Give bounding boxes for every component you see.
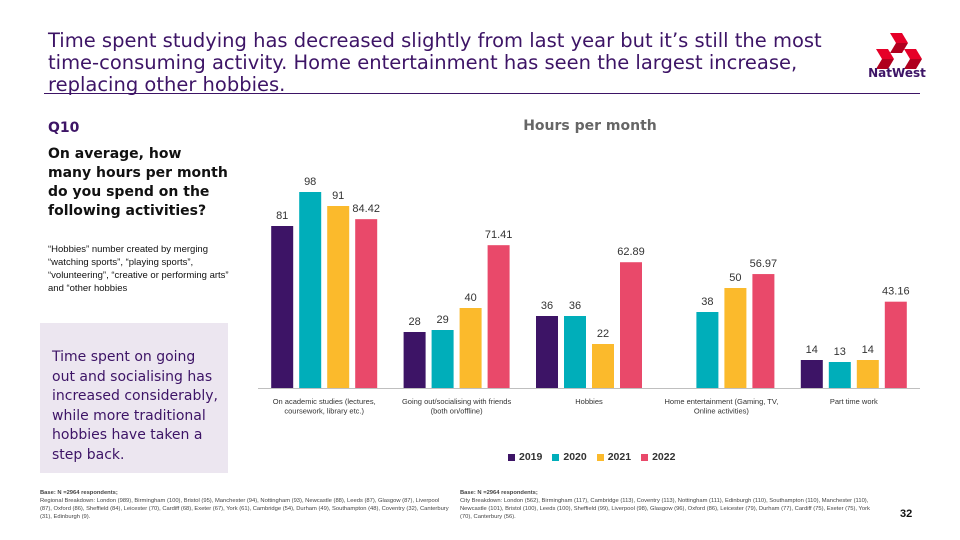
data-label-2022-0: 84.42: [352, 203, 380, 215]
category-label-0: On academic studies (lectures,: [273, 397, 376, 406]
bar-2020-0: [299, 192, 322, 388]
data-label-2019-0: 81: [276, 210, 288, 222]
question-note: “Hobbies” number created by merging “wat…: [48, 244, 229, 294]
bar-2022-4: [884, 301, 907, 388]
bar-2021-0: [327, 206, 350, 388]
bar-2020-1: [431, 330, 454, 388]
category-label-2: Hobbies: [575, 397, 603, 406]
data-label-2022-3: 56.97: [750, 258, 778, 270]
bar-2019-4: [800, 360, 823, 388]
data-label-2019-4: 14: [806, 344, 818, 356]
bar-2022-1: [487, 245, 510, 388]
data-label-2022-4: 43.16: [882, 286, 910, 298]
bar-2020-2: [564, 316, 586, 388]
bar-2019-2: [536, 316, 558, 388]
bar-2022-3: [752, 274, 775, 388]
chart-legend: 2019 2020 2021 2022: [508, 451, 675, 463]
bar-2021-3: [724, 288, 747, 388]
data-label-2019-2: 36: [541, 300, 553, 312]
insight-callout-text: Time spent on going out and socialising …: [52, 349, 219, 463]
category-label-4: Part time work: [830, 397, 878, 406]
insight-callout: Time spent on going out and socialising …: [40, 323, 228, 473]
data-label-2021-0: 91: [332, 190, 344, 202]
data-label-2019-1: 28: [408, 316, 420, 328]
page-number: 32: [900, 508, 913, 520]
category-label-1: (both on/offline): [431, 407, 483, 416]
bar-2019-0: [271, 226, 294, 388]
chart-title: Hours per month: [523, 118, 657, 134]
legend-swatch: [552, 453, 560, 461]
category-label-3: Home entertainment (Gaming, TV,: [664, 397, 778, 406]
footnote-right-text: City Breakdown: London (562), Birmingham…: [460, 498, 870, 520]
question-text: On average, how many hours per month do …: [48, 146, 228, 219]
natwest-logo-icon: [876, 33, 922, 69]
legend-label: 2020: [563, 451, 587, 463]
legend-label: 2021: [607, 451, 632, 463]
data-label-2020-2: 36: [569, 300, 581, 312]
data-label-2021-1: 40: [464, 292, 476, 304]
footnote-left: Base: N =2964 respondents; Regional Brea…: [40, 489, 450, 521]
category-label-0: coursework, library etc.): [284, 407, 364, 416]
bar-2021-1: [459, 308, 482, 388]
legend-label: 2019: [519, 451, 543, 463]
bar-2020-4: [828, 362, 851, 388]
bar-2019-1: [403, 332, 426, 388]
question-label: Q10: [48, 120, 80, 136]
legend-item-2021: 2021: [596, 451, 632, 463]
bar-2021-2: [592, 344, 614, 388]
bar-2021-4: [856, 360, 879, 388]
data-label-2022-2: 62.89: [617, 246, 645, 258]
headline-divider: [44, 93, 920, 94]
footnote-left-title: Base: N =2964 respondents;: [40, 490, 118, 496]
data-label-2020-4: 13: [834, 346, 846, 358]
bar-2022-0: [355, 219, 378, 388]
data-label-2021-4: 14: [862, 344, 874, 356]
bar-2022-2: [620, 262, 642, 388]
headline: Time spent studying has decreased slight…: [48, 29, 822, 96]
data-label-2020-1: 29: [436, 314, 448, 326]
brand-name: NatWest: [868, 66, 926, 80]
footnote-right-title: Base: N =2964 respondents;: [460, 490, 538, 496]
legend-swatch: [641, 453, 649, 461]
data-label-2021-2: 22: [597, 328, 609, 340]
data-label-2021-3: 50: [729, 272, 741, 284]
legend-item-2019: 2019: [508, 451, 542, 463]
data-label-2022-1: 71.41: [485, 229, 513, 241]
bar-2020-3: [696, 312, 719, 388]
category-label-3: Online activities): [694, 407, 750, 416]
legend-swatch: [596, 453, 604, 461]
footnote-right: Base: N =2964 respondents; City Breakdow…: [460, 489, 870, 521]
category-label-1: Going out/socialising with friends: [402, 397, 511, 406]
data-label-2020-0: 98: [304, 176, 316, 188]
legend-item-2020: 2020: [552, 451, 587, 463]
legend-label: 2022: [652, 451, 676, 463]
legend-swatch: [508, 453, 515, 461]
footnote-left-text: Regional Breakdown: London (989), Birmin…: [40, 498, 449, 520]
legend-item-2022: 2022: [641, 451, 675, 463]
data-label-2020-3: 38: [701, 296, 713, 308]
